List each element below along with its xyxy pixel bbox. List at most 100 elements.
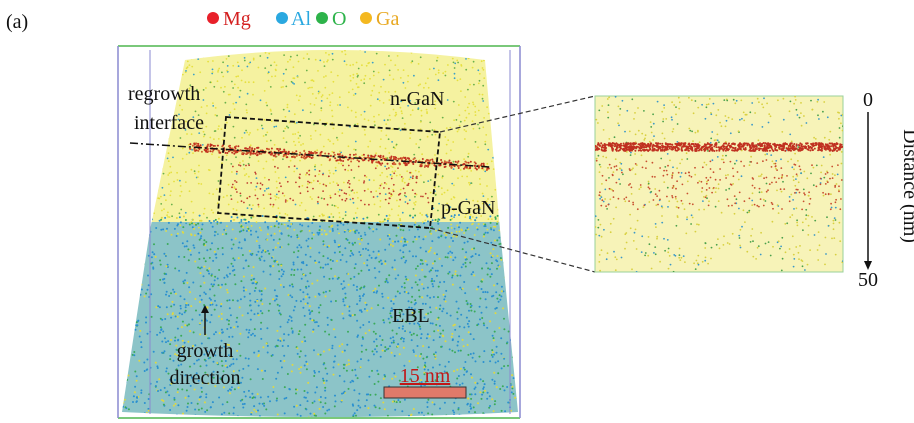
atom [114, 340, 116, 342]
atom [662, 121, 664, 123]
atom [684, 261, 686, 263]
atom [511, 226, 513, 228]
atom [373, 71, 375, 73]
atom [392, 401, 394, 403]
atom [265, 102, 267, 104]
atom [355, 93, 357, 95]
atom [145, 212, 147, 214]
atom [487, 274, 489, 276]
atom [361, 351, 363, 353]
atom [513, 188, 515, 190]
atom [259, 415, 261, 417]
atom [736, 100, 738, 102]
atom [457, 131, 459, 133]
atom [257, 251, 259, 253]
atom [142, 71, 144, 73]
atom [206, 113, 208, 115]
atom [313, 375, 315, 377]
atom [426, 337, 428, 339]
atom [339, 96, 341, 98]
atom [416, 176, 418, 178]
atom [304, 336, 306, 338]
atom [130, 241, 132, 243]
atom [708, 200, 710, 202]
atom [492, 351, 494, 353]
atom [214, 300, 216, 302]
atom [216, 304, 218, 306]
atom [629, 131, 631, 133]
atom [220, 87, 222, 89]
atom [348, 306, 350, 308]
atom [221, 145, 223, 147]
atom [635, 173, 637, 175]
atom [307, 183, 309, 185]
atom [413, 154, 415, 156]
atom [491, 354, 493, 356]
atom [404, 123, 406, 125]
atom [314, 175, 316, 177]
atom [295, 300, 297, 302]
atom [695, 268, 697, 270]
atom [650, 126, 652, 128]
atom [324, 390, 326, 392]
atom [437, 220, 439, 222]
atom [249, 157, 251, 159]
atom [229, 114, 231, 116]
atom [343, 364, 345, 366]
atom [329, 140, 331, 142]
atom [397, 69, 399, 71]
atom [348, 145, 350, 147]
atom [508, 293, 510, 295]
atom [415, 268, 417, 270]
atom [206, 269, 208, 271]
atom [813, 167, 815, 169]
atom [761, 103, 763, 105]
atom [173, 405, 175, 407]
atom [443, 294, 445, 296]
atom [394, 241, 396, 243]
atom [354, 267, 356, 269]
atom [357, 123, 359, 125]
atom [330, 197, 332, 199]
atom [128, 218, 130, 220]
atom [244, 239, 246, 241]
atom [459, 78, 461, 80]
atom [323, 382, 325, 384]
atom [233, 407, 235, 409]
atom [159, 176, 161, 178]
atom [332, 278, 334, 280]
atom [239, 306, 241, 308]
atom [121, 114, 123, 116]
atom [357, 159, 359, 161]
atom [212, 304, 214, 306]
atom [457, 160, 459, 162]
atom [444, 136, 446, 138]
atom [230, 314, 232, 316]
atom [446, 312, 448, 314]
atom [133, 248, 135, 250]
atom [290, 274, 292, 276]
atom [276, 345, 278, 347]
atom [242, 160, 244, 162]
atom [243, 287, 245, 289]
atom [190, 254, 192, 256]
atom [403, 245, 405, 247]
atom [349, 64, 351, 66]
atom [119, 57, 121, 59]
atom [186, 240, 188, 242]
atom [781, 131, 783, 133]
atom [436, 275, 438, 277]
atom [670, 264, 672, 266]
atom [290, 56, 292, 58]
atom [226, 122, 228, 124]
atom [159, 260, 161, 262]
atom [129, 187, 131, 189]
atom [334, 193, 336, 195]
atom [245, 395, 247, 397]
atom [489, 405, 491, 407]
atom [407, 75, 409, 77]
atom [265, 408, 267, 410]
atom [427, 406, 429, 408]
atom [598, 235, 600, 237]
atom [438, 286, 440, 288]
